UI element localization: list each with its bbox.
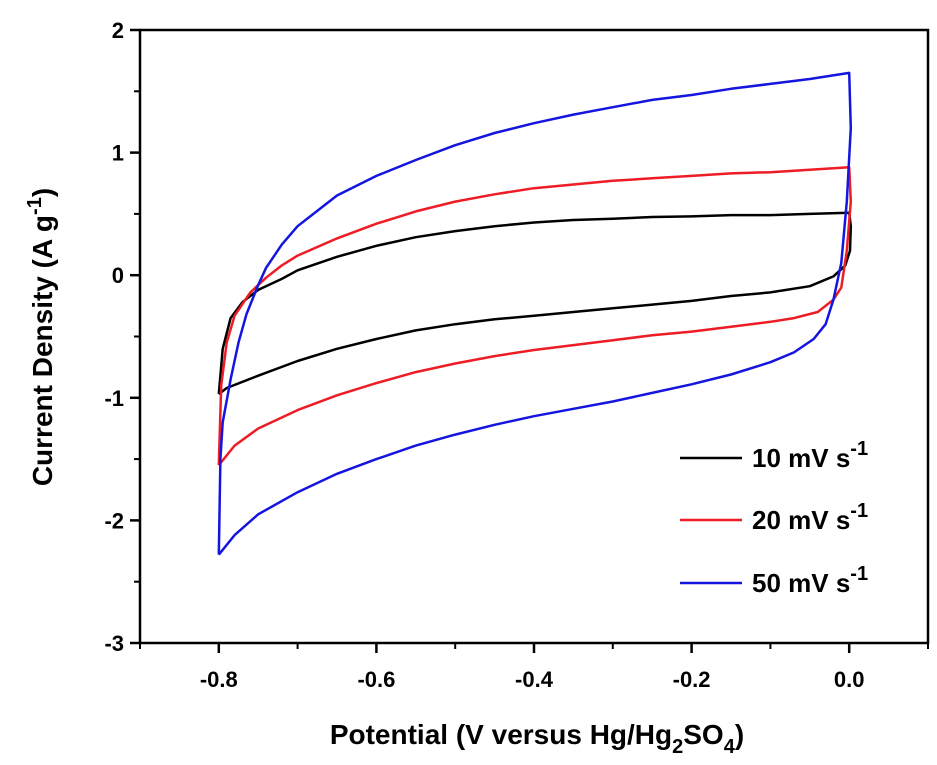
axes: -0.8 -0.6 -0.4 -0.2 0.0 -3 -2 -1 0 1 2 (104, 18, 930, 692)
x-tick-label: -0.2 (673, 667, 711, 692)
plot-area (217, 71, 853, 556)
series-line-2 (217, 166, 853, 466)
legend: 10 mV s-1 20 mV s-1 50 mV s-1 (680, 438, 868, 598)
x-tick-label: 0.0 (834, 667, 865, 692)
y-axis-title: Current Density (A g-1) (24, 188, 58, 486)
legend-label: 50 mV s-1 (752, 563, 868, 598)
y-tick-label: 0 (112, 263, 124, 288)
x-axis-ticks: -0.8 -0.6 -0.4 -0.2 0.0 (139, 643, 929, 692)
x-axis-title: Potential (V versus Hg/Hg2SO4) (330, 719, 744, 758)
x-tick-label: -0.4 (515, 667, 554, 692)
y-tick-label: 1 (112, 141, 124, 166)
y-tick-label: -3 (104, 631, 124, 656)
y-tick-label: 2 (112, 18, 124, 43)
legend-label: 10 mV s-1 (752, 438, 868, 473)
y-axis-ticks: -3 -2 -1 0 1 2 (104, 18, 140, 656)
y-tick-label: -1 (104, 386, 124, 411)
legend-label: 20 mV s-1 (752, 500, 868, 535)
y-tick-label: -2 (104, 508, 124, 533)
x-tick-label: -0.8 (200, 667, 238, 692)
series-line-3 (217, 71, 853, 556)
x-tick-label: -0.6 (357, 667, 395, 692)
